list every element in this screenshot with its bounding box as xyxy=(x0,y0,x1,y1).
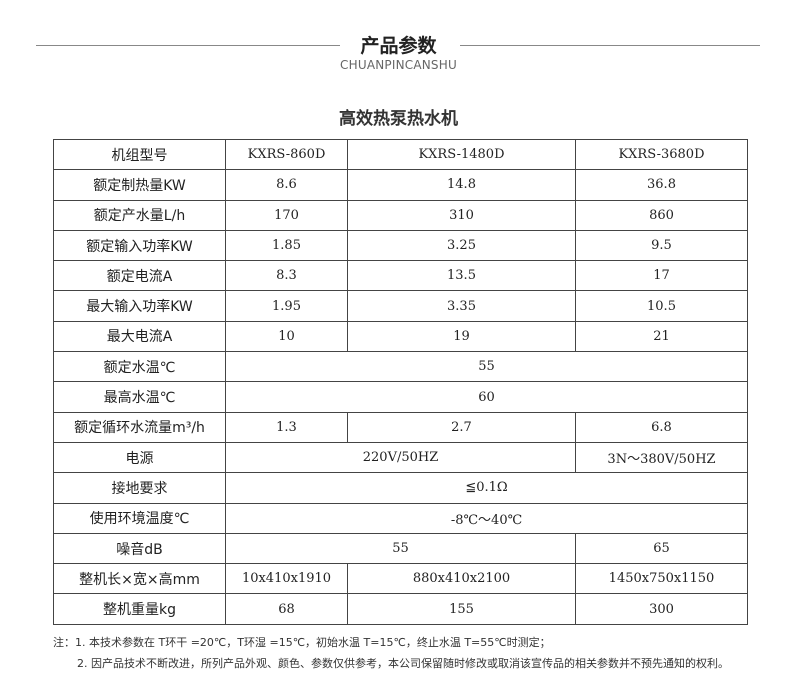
cell: 3.35 xyxy=(347,290,576,322)
cell: 55 xyxy=(225,532,576,565)
table-row: 接地要求 ≦0.1Ω xyxy=(53,472,748,504)
cell: 880x410x2100 xyxy=(347,563,576,595)
row-label: 最高水温℃ xyxy=(53,381,226,413)
note: 注：1. 本技术参数在 T环干 =20℃，T环湿 =15℃，初始水温 T=15℃… xyxy=(53,636,551,649)
table-title: 高效热泵热水机 xyxy=(339,109,458,129)
table-row: 额定电流A 8.3 13.5 17 xyxy=(53,260,748,292)
cell: KXRS-3680D xyxy=(575,138,748,171)
divider xyxy=(36,45,340,46)
cell: KXRS-1480D xyxy=(347,138,576,171)
cell: 17 xyxy=(575,260,748,292)
row-label: 噪音dB xyxy=(53,532,226,565)
cell: 65 xyxy=(575,532,748,565)
table-row: 机组型号 KXRS-860D KXRS-1480D KXRS-3680D xyxy=(53,138,748,171)
cell: 310 xyxy=(347,199,576,231)
cell: 8.3 xyxy=(225,260,348,292)
row-label: 额定制热量KW xyxy=(53,169,226,201)
row-label: 使用环境温度℃ xyxy=(53,502,226,534)
table-row: 电源 220V/50HZ 3N～380V/50HZ xyxy=(53,441,748,474)
table-row: 额定制热量KW 8.6 14.8 36.8 xyxy=(53,169,748,201)
cell: 3.25 xyxy=(347,229,576,262)
cell: 68 xyxy=(225,593,348,625)
row-label: 额定电流A xyxy=(53,260,226,292)
row-label: 整机重量kg xyxy=(53,593,226,625)
note: 2. 因产品技术不断改进，所列产品外观、颜色、参数仅供参考，本公司保留随时修改或… xyxy=(77,657,729,670)
row-label: 机组型号 xyxy=(53,138,226,171)
table-row: 最高水温℃ 60 xyxy=(53,381,748,413)
cell: -8℃～40℃ xyxy=(225,502,748,534)
cell: 60 xyxy=(225,381,748,413)
spec-table: 机组型号 KXRS-860D KXRS-1480D KXRS-3680D 额定制热量KW… xyxy=(53,138,748,625)
cell: 14.8 xyxy=(347,169,576,201)
cell: 10.5 xyxy=(575,290,748,322)
cell: 860 xyxy=(575,199,748,231)
cell: 8.6 xyxy=(225,169,348,201)
cell: 220V/50HZ xyxy=(225,441,576,474)
row-label: 最大电流A xyxy=(53,320,226,353)
cell: 155 xyxy=(347,593,576,625)
cell: 1.85 xyxy=(225,229,348,262)
row-label: 整机长×宽×高mm xyxy=(53,563,226,595)
cell: 10x410x1910 xyxy=(225,563,348,595)
cell: 170 xyxy=(225,199,348,231)
cell: 1.3 xyxy=(225,411,348,443)
cell: 1450x750x1150 xyxy=(575,563,748,595)
cell: 13.5 xyxy=(347,260,576,292)
cell: 36.8 xyxy=(575,169,748,201)
table-row: 额定产水量L/h 170 310 860 xyxy=(53,199,748,231)
cell: 55 xyxy=(225,351,748,383)
row-label: 额定水温℃ xyxy=(53,351,226,383)
table-row: 使用环境温度℃ -8℃～40℃ xyxy=(53,502,748,534)
table-row: 额定循环水流量m³/h 1.3 2.7 6.8 xyxy=(53,411,748,443)
table-row: 最大输入功率KW 1.95 3.35 10.5 xyxy=(53,290,748,322)
cell: 9.5 xyxy=(575,229,748,262)
cell: 3N～380V/50HZ xyxy=(575,441,748,474)
divider xyxy=(460,45,760,46)
cell: KXRS-860D xyxy=(225,138,348,171)
cell: 1.95 xyxy=(225,290,348,322)
table-row: 噪音dB 55 65 xyxy=(53,532,748,565)
row-label: 额定产水量L/h xyxy=(53,199,226,231)
table-row: 额定水温℃ 55 xyxy=(53,351,748,383)
table-row: 额定输入功率KW 1.85 3.25 9.5 xyxy=(53,229,748,262)
cell: 300 xyxy=(575,593,748,625)
row-label: 额定循环水流量m³/h xyxy=(53,411,226,443)
cell: ≦0.1Ω xyxy=(225,472,748,504)
table-row: 整机长×宽×高mm 10x410x1910 880x410x2100 1450x750… xyxy=(53,563,748,595)
cell: 2.7 xyxy=(347,411,576,443)
row-label: 额定输入功率KW xyxy=(53,229,226,262)
table-row: 最大电流A 10 19 21 xyxy=(53,320,748,353)
cell: 19 xyxy=(347,320,576,353)
page-title: 产品参数 xyxy=(360,35,437,57)
row-label: 接地要求 xyxy=(53,472,226,504)
cell: 21 xyxy=(575,320,748,353)
cell: 10 xyxy=(225,320,348,353)
cell: 6.8 xyxy=(575,411,748,443)
table-row: 整机重量kg 68 155 300 xyxy=(53,593,748,625)
row-label: 最大输入功率KW xyxy=(53,290,226,322)
row-label: 电源 xyxy=(53,441,226,474)
page-subtitle: CHUANPINCANSHU xyxy=(340,58,457,72)
